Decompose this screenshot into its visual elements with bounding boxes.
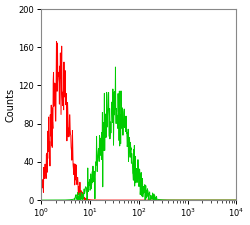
Y-axis label: Counts: Counts	[6, 88, 16, 122]
